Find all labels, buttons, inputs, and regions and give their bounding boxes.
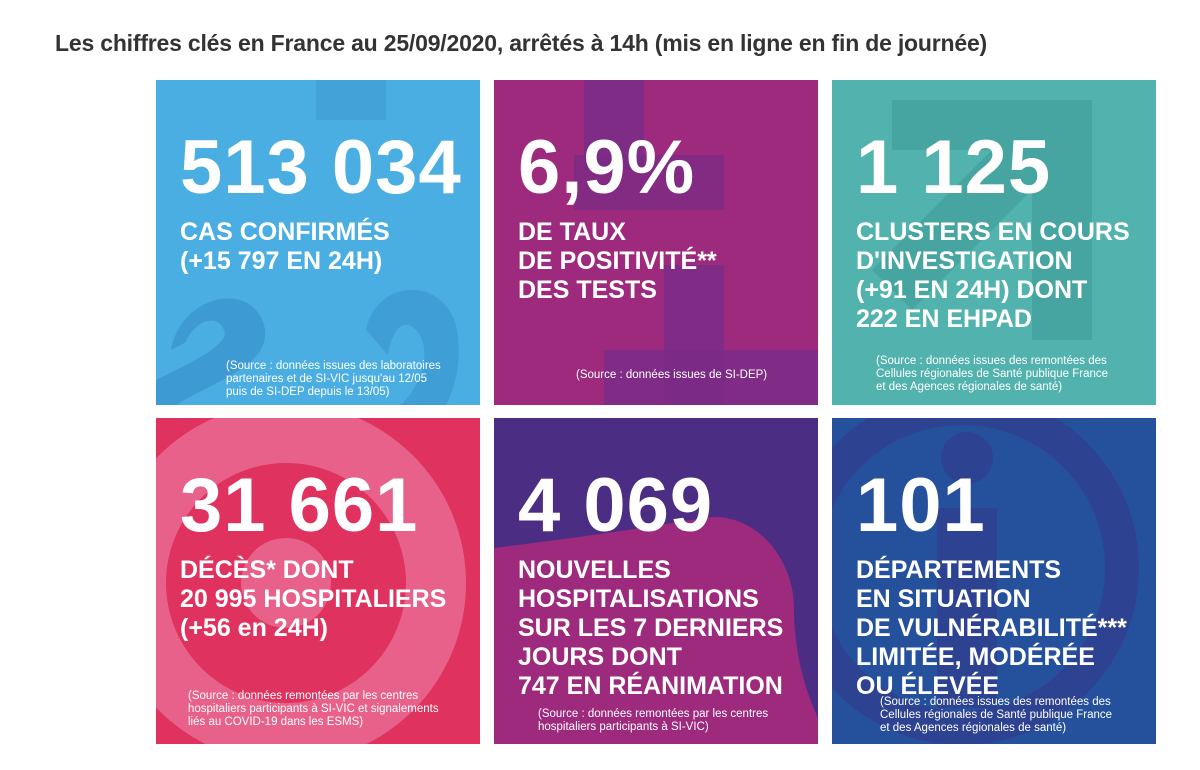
source-line: et des Agences régionales de santé): [876, 381, 1063, 393]
source-line: (Source : données issues des remontées d…: [880, 696, 1111, 708]
tile-hospitalisations: 4 069 NOUVELLES HOSPITALISATIONS SUR LES…: [494, 418, 818, 744]
label-line: D'INVESTIGATION: [856, 247, 1073, 275]
label-line: 20 995 HOSPITALIERS: [180, 585, 447, 613]
tile-background-figures: [156, 418, 480, 744]
tile-background-figures: [494, 418, 818, 744]
hospitalisations-label: NOUVELLES HOSPITALISATIONS SUR LES 7 DER…: [518, 556, 810, 701]
source-line: (Source : données remontées par les cent…: [538, 708, 769, 720]
positivity-source: (Source : données issues de SI-DEP): [576, 369, 767, 382]
label-line: DE VULNÉRABILITÉ***: [856, 614, 1127, 642]
tile-clusters: 1 125 CLUSTERS EN COURS D'INVESTIGATION …: [832, 80, 1156, 405]
label-line: OU ÉLEVÉE: [856, 672, 1000, 700]
deaths-label: DÉCÈS* DONT 20 995 HOSPITALIERS (+56 en …: [180, 556, 472, 643]
tile-background-figures: [494, 80, 818, 405]
hospitalisations-value: 4 069: [518, 463, 714, 548]
clusters-value: 1 125: [856, 125, 1052, 210]
source-line: partenaires et de SI-VIC jusqu'au 12/05: [226, 373, 428, 385]
source-line: (Source : données remontées par les cent…: [188, 690, 419, 702]
source-line: (Source : données issues des laboratoire…: [226, 360, 441, 372]
tile-background-figures: [156, 80, 480, 405]
source-line: (Source : données issues de SI-DEP): [576, 369, 768, 381]
label-line: DE TAUX: [518, 218, 626, 246]
label-line: DÉPARTEMENTS: [856, 556, 1062, 584]
positivity-label: DE TAUX DE POSITIVITÉ** DES TESTS: [518, 218, 810, 305]
label-line: NOUVELLES: [518, 556, 671, 584]
tile-content: 4 069 NOUVELLES HOSPITALISATIONS SUR LES…: [518, 468, 810, 701]
page-title: Les chiffres clés en France au 25/09/202…: [55, 30, 987, 56]
cases-label: CAS CONFIRMÉS (+15 797 EN 24H): [180, 218, 472, 276]
source-line: et des Agences régionales de santé): [880, 722, 1067, 734]
departments-label: DÉPARTEMENTS EN SITUATION DE VULNÉRABILI…: [856, 556, 1148, 701]
tile-content: 1 125 CLUSTERS EN COURS D'INVESTIGATION …: [856, 130, 1148, 334]
label-line: JOURS DONT: [518, 643, 682, 671]
label-line: (+15 797 EN 24H): [180, 247, 383, 275]
source-line: Cellules régionales de Santé publique Fr…: [876, 368, 1109, 380]
departments-value: 101: [856, 463, 986, 548]
tile-background-figures: [832, 80, 1156, 405]
label-line: DE POSITIVITÉ**: [518, 247, 717, 275]
label-line: 747 EN RÉANIMATION: [518, 672, 783, 700]
source-line: liés au COVID-19 dans les ESMS): [188, 716, 364, 728]
tile-content: 31 661 DÉCÈS* DONT 20 995 HOSPITALIERS (…: [180, 468, 472, 643]
label-line: 222 EN EHPAD: [856, 305, 1032, 333]
label-line: SUR LES 7 DERNIERS: [518, 614, 784, 642]
label-line: EN SITUATION: [856, 585, 1031, 613]
label-line: (+56 en 24H): [180, 614, 328, 642]
tile-content: 513 034 CAS CONFIRMÉS (+15 797 EN 24H): [180, 130, 472, 276]
tile-content: 6,9% DE TAUX DE POSITIVITÉ** DES TESTS: [518, 130, 810, 305]
label-line: CAS CONFIRMÉS: [180, 218, 390, 246]
tile-deaths: 31 661 DÉCÈS* DONT 20 995 HOSPITALIERS (…: [156, 418, 480, 744]
cases-value: 513 034: [180, 125, 462, 210]
source-line: hospitaliers participants à SI-VIC): [538, 721, 709, 733]
deaths-value: 31 661: [180, 463, 419, 548]
label-line: LIMITÉE, MODÉRÉE: [856, 643, 1095, 671]
label-line: HOSPITALISATIONS: [518, 585, 759, 613]
hospitalisations-source: (Source : données remontées par les cent…: [538, 708, 768, 734]
label-line: DES TESTS: [518, 276, 657, 304]
departments-source: (Source : données issues des remontées d…: [880, 696, 1112, 735]
tile-departments: 101 DÉPARTEMENTS EN SITUATION DE VULNÉRA…: [832, 418, 1156, 744]
source-line: puis de SI-DEP depuis le 13/05): [226, 386, 390, 398]
source-line: Cellules régionales de Santé publique Fr…: [880, 709, 1113, 721]
deaths-source: (Source : données remontées par les cent…: [188, 690, 439, 729]
source-line: hospitaliers participants à SI-VIC et si…: [188, 703, 439, 715]
tile-background-figures: [832, 418, 1156, 744]
label-line: DÉCÈS* DONT: [180, 556, 354, 584]
tile-confirmed-cases: 513 034 CAS CONFIRMÉS (+15 797 EN 24H) (…: [156, 80, 480, 405]
cases-source: (Source : données issues des laboratoire…: [226, 360, 441, 399]
tile-content: 101 DÉPARTEMENTS EN SITUATION DE VULNÉRA…: [856, 468, 1148, 701]
positivity-value: 6,9%: [518, 125, 696, 210]
label-line: (+91 EN 24H) DONT: [856, 276, 1088, 304]
source-line: (Source : données issues des remontées d…: [876, 355, 1107, 367]
tile-positivity-rate: 6,9% DE TAUX DE POSITIVITÉ** DES TESTS (…: [494, 80, 818, 405]
label-line: CLUSTERS EN COURS: [856, 218, 1130, 246]
clusters-label: CLUSTERS EN COURS D'INVESTIGATION (+91 E…: [856, 218, 1148, 334]
clusters-source: (Source : données issues des remontées d…: [876, 355, 1108, 394]
